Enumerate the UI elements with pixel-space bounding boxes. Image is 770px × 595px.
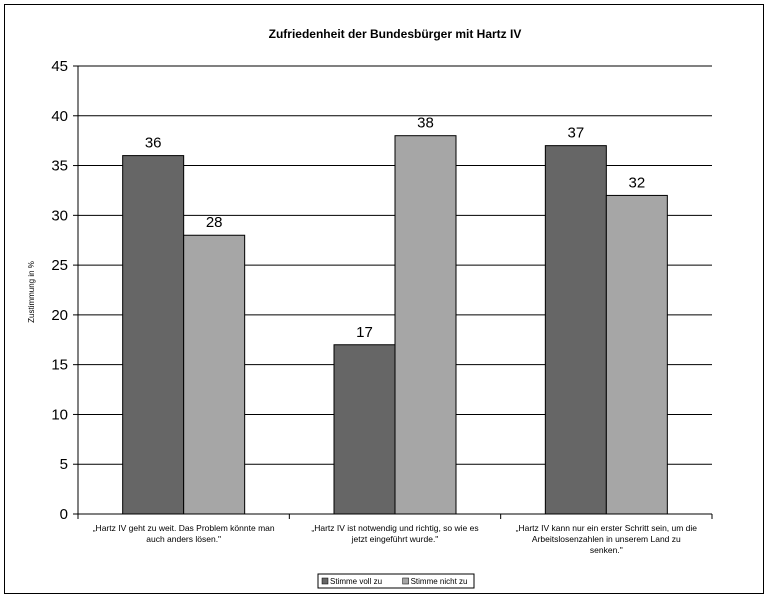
x-category-label: senken.": [590, 545, 623, 555]
data-label: 37: [567, 125, 584, 142]
legend-label: Stimme voll zu: [330, 577, 382, 586]
x-category-label: auch anders lösen.": [146, 534, 221, 544]
y-tick-label: 30: [51, 207, 68, 224]
x-category-label: jetzt eingeführt wurde.": [351, 534, 439, 544]
bars: [122, 135, 668, 515]
y-tick-label: 35: [51, 158, 68, 175]
y-tick-label: 40: [51, 108, 68, 125]
y-tick-labels: 0 5 10 15 20 25 30 35 40 45: [51, 58, 68, 523]
y-tick-label: 45: [51, 58, 68, 75]
data-label: 32: [628, 174, 645, 191]
x-category-labels: „Hartz IV geht zu weit. Das Problem könn…: [93, 523, 698, 555]
data-label: 36: [145, 135, 162, 152]
x-category-label: „Hartz IV kann nur ein erster Schritt se…: [516, 523, 698, 533]
bar: [122, 155, 185, 515]
y-tick-label: 20: [51, 307, 68, 324]
data-label: 38: [417, 115, 434, 132]
y-tick-label: 25: [51, 257, 68, 274]
y-tick-label: 15: [51, 357, 68, 374]
bar: [605, 194, 668, 515]
data-labels: 36 28 17 38 37 32: [145, 115, 645, 341]
y-axis-label: Zustimmung in %: [27, 261, 36, 323]
data-label: 28: [206, 214, 223, 231]
y-tick-label: 5: [60, 456, 68, 473]
y-tick-label: 0: [60, 506, 68, 523]
legend: Stimme voll zu Stimme nicht zu: [317, 573, 475, 589]
axes: [73, 65, 713, 519]
legend-swatch: [321, 577, 329, 585]
bar: [183, 234, 246, 515]
bar: [544, 145, 607, 515]
bar: [333, 344, 396, 515]
data-label: 17: [356, 324, 373, 341]
bar: [394, 135, 457, 515]
x-category-label: Arbeitslosenzahlen in unserem Land zu: [532, 534, 681, 544]
chart-title: Zufriedenheit der Bundesbürger mit Hartz…: [269, 27, 522, 41]
x-category-label: „Hartz IV geht zu weit. Das Problem könn…: [93, 523, 275, 533]
x-category-label: „Hartz IV ist notwendig und richtig, so …: [311, 523, 478, 533]
legend-box: [317, 573, 475, 589]
y-tick-label: 10: [51, 406, 68, 423]
legend-label: Stimme nicht zu: [411, 577, 468, 586]
legend-swatch: [402, 577, 409, 585]
